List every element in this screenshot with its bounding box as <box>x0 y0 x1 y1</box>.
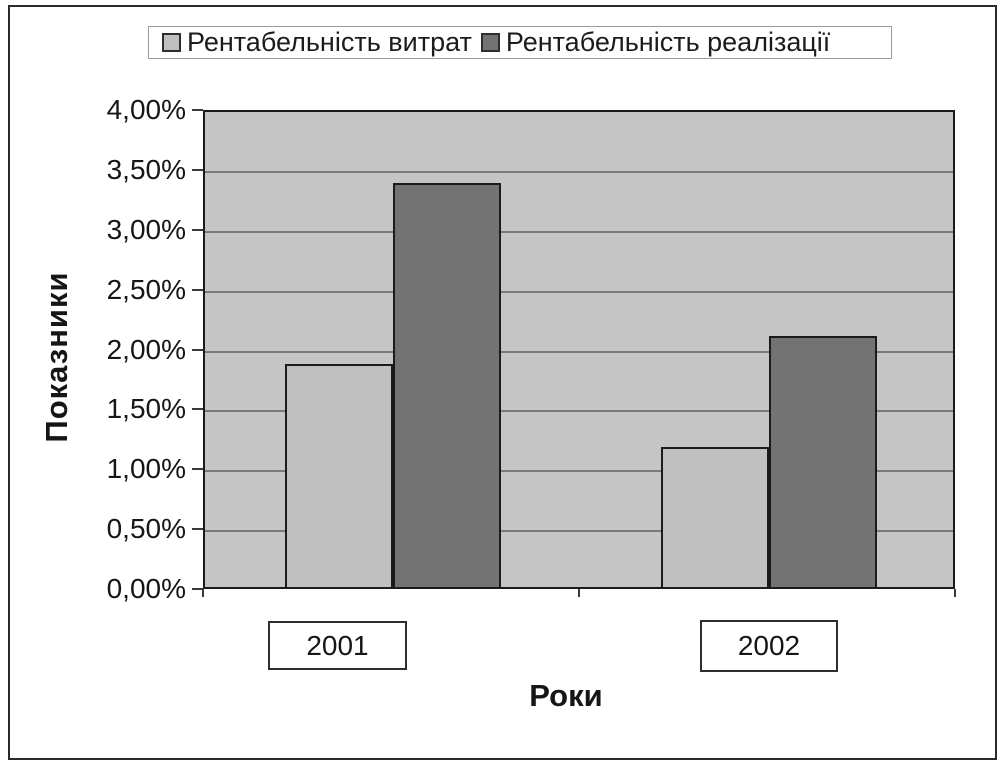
y-tick-label: 1,00% <box>106 453 186 485</box>
y-tick-mark <box>192 468 203 471</box>
y-tick-mark <box>192 109 203 111</box>
y-tick-label: 3,00% <box>106 213 186 245</box>
legend-item-2: Рентабельність реалізації <box>480 27 831 58</box>
category-label-box-2002: 2002 <box>700 620 838 672</box>
gridline <box>205 170 953 173</box>
legend-swatch-icon <box>162 33 181 52</box>
chart-legend: Рентабельність витрат Рентабельність реал… <box>148 26 892 59</box>
gridline <box>205 410 953 413</box>
legend-label: Рентабельність витрат <box>187 27 472 57</box>
y-tick-mark <box>192 228 203 231</box>
y-tick-mark <box>192 528 203 531</box>
category-label-box-2001: 2001 <box>268 621 407 670</box>
y-tick-label: 1,50% <box>106 393 186 425</box>
bar-2001-series1 <box>285 364 393 587</box>
y-tick-label: 0,00% <box>106 573 186 604</box>
gridline <box>205 470 953 473</box>
y-tick-mark <box>192 288 203 291</box>
bar-2001-series2 <box>393 183 501 587</box>
y-tick-label: 2,50% <box>106 273 186 305</box>
y-tick-label: 2,00% <box>106 333 186 365</box>
gridline <box>205 350 953 353</box>
y-tick-mark <box>192 348 203 351</box>
y-tick-label: 4,00% <box>106 94 186 125</box>
y-tick-mark <box>192 588 203 590</box>
y-tick-mark <box>192 168 203 171</box>
gridline <box>205 230 953 233</box>
x-axis-title: Роки <box>529 678 603 713</box>
x-tick-mark <box>954 589 956 597</box>
y-tick-label: 3,50% <box>106 153 186 185</box>
x-tick-mark <box>578 589 580 597</box>
bar-2002-series2 <box>769 336 877 587</box>
legend-label: Рентабельність реалізації <box>505 27 831 57</box>
y-tick-label: 0,50% <box>106 513 186 545</box>
legend-swatch-icon <box>480 33 500 52</box>
x-tick-mark <box>202 589 204 597</box>
bar-2002-series1 <box>661 447 769 587</box>
plot-area <box>203 110 955 589</box>
legend-item-1: Рентабельність витрат <box>162 27 472 58</box>
gridline <box>205 530 953 533</box>
y-tick-mark <box>192 408 203 411</box>
gridline <box>205 290 953 293</box>
